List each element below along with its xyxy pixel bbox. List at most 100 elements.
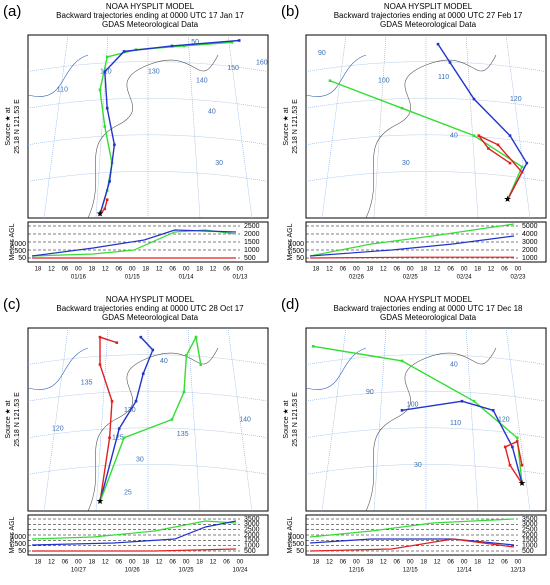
- graticule: [27, 427, 269, 439]
- hour-label: 18: [196, 267, 203, 273]
- hour-label: 12: [102, 267, 109, 273]
- trajectory-marker: [122, 436, 126, 440]
- trajectory: [99, 336, 118, 502]
- map-label: 100: [378, 78, 390, 85]
- trajectory-marker: [515, 436, 519, 440]
- trajectory-marker: [98, 335, 102, 339]
- graticule: [43, 327, 69, 512]
- panel-title: GDAS Meteorological Data: [380, 313, 477, 322]
- source-text: 25.18 N 121.53 E: [14, 99, 21, 154]
- left-tick-label: 50: [18, 255, 26, 262]
- trajectory-marker: [182, 390, 186, 394]
- trajectory-marker: [105, 106, 109, 110]
- source-text: Source ★ at: [4, 107, 12, 145]
- map-label: 30: [136, 457, 144, 464]
- trajectory-marker: [117, 427, 121, 430]
- trajectory-marker: [199, 363, 203, 366]
- hour-label: 06: [447, 267, 454, 273]
- hour-label: 12: [210, 560, 217, 566]
- map-label: 120: [510, 96, 522, 103]
- height-tick-label: 2000: [522, 532, 538, 539]
- hour-label: 06: [447, 560, 454, 566]
- trajectory-marker: [477, 134, 481, 137]
- map-label: 140: [239, 416, 251, 423]
- height-tick-label: 2000: [244, 231, 260, 238]
- map-label: 30: [402, 160, 410, 167]
- height-trace: [309, 223, 515, 257]
- panel-title: GDAS Meteorological Data: [102, 313, 199, 322]
- date-label: 12/14: [457, 568, 473, 574]
- source-text: Source ★ at: [282, 107, 290, 145]
- map-label: 30: [215, 160, 223, 167]
- trajectory-marker: [491, 409, 495, 412]
- trajectory-marker: [98, 363, 102, 366]
- map-label: 140: [196, 78, 208, 85]
- graticule: [321, 327, 347, 512]
- trajectory-marker: [448, 61, 452, 64]
- height-trace: [31, 520, 237, 546]
- hour-label: 18: [420, 267, 427, 273]
- hour-label: 12: [434, 560, 441, 566]
- left-tick-label: 1000: [288, 241, 304, 248]
- y-axis-label: Meters AGL: [287, 223, 294, 260]
- map-label: 110: [57, 87, 68, 94]
- trajectory-marker: [460, 399, 464, 403]
- hour-label: 18: [142, 560, 149, 566]
- hour-label: 12: [48, 560, 55, 566]
- panel-title: Backward trajectories ending at 0000 UTC…: [56, 304, 244, 313]
- trajectory: [437, 43, 528, 201]
- map-label: 90: [318, 50, 326, 57]
- map-frame: [305, 327, 547, 512]
- source-text: 25.18 N 121.53 E: [292, 392, 299, 447]
- panel-title: GDAS Meteorological Data: [102, 20, 199, 29]
- trajectory-marker: [508, 463, 512, 467]
- map-label: 160: [256, 59, 268, 66]
- hour-label: 12: [380, 560, 387, 566]
- panel-label: (a): [3, 3, 21, 20]
- hour-label: 12: [156, 267, 163, 273]
- panel-title: Backward trajectories ending at 0000 UTC…: [56, 11, 244, 20]
- trajectory-marker: [525, 161, 529, 165]
- trajectory-marker: [328, 79, 332, 83]
- height-tick-label: 3000: [522, 521, 538, 528]
- hour-label: 06: [169, 267, 176, 273]
- trajectory-marker: [400, 359, 404, 363]
- date-label: 12/13: [510, 568, 526, 574]
- trajectory-marker: [115, 341, 119, 344]
- trajectory-marker: [113, 143, 116, 147]
- graticule: [27, 97, 269, 109]
- map-label: 100: [407, 402, 419, 409]
- hour-label: 00: [129, 560, 136, 566]
- trajectory-marker: [400, 409, 404, 412]
- map-label: 120: [498, 416, 510, 423]
- hour-label: 12: [102, 560, 109, 566]
- left-tick-label: 1000: [10, 534, 26, 541]
- trajectory-marker: [237, 39, 241, 42]
- hour-label: 18: [142, 267, 149, 273]
- hour-label: 06: [223, 560, 230, 566]
- graticule: [27, 390, 269, 402]
- trajectory-marker: [139, 335, 143, 339]
- trajectory-marker: [194, 335, 198, 339]
- trajectory-marker: [508, 134, 512, 137]
- source-text: 25.18 N 121.53 E: [14, 392, 21, 447]
- panel-label: (b): [281, 3, 299, 20]
- height-tick-label: 2000: [244, 532, 260, 539]
- source-text: Source ★ at: [4, 400, 12, 438]
- hour-label: 06: [501, 267, 508, 273]
- date-label: 01/14: [179, 275, 195, 281]
- hour-label: 06: [393, 267, 400, 273]
- date-label: 01/16: [71, 275, 87, 281]
- hour-label: 12: [326, 267, 333, 273]
- height-tick-label: 3000: [244, 521, 260, 528]
- map-label: 120: [52, 425, 64, 432]
- map-frame: [27, 327, 269, 512]
- hour-label: 00: [407, 267, 414, 273]
- date-label: 12/16: [349, 568, 365, 574]
- hour-label: 18: [313, 267, 320, 273]
- hour-label: 12: [380, 267, 387, 273]
- height-tick-label: 3500: [522, 516, 538, 523]
- trajectory-marker: [122, 50, 126, 53]
- height-tick-label: 1500: [244, 537, 260, 544]
